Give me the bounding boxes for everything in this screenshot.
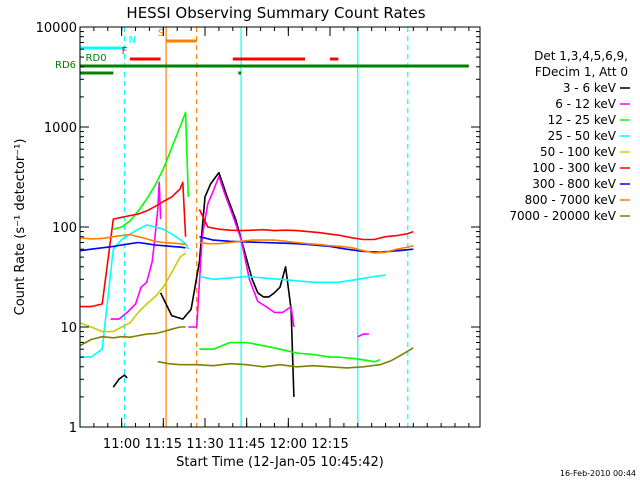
series-line-7-seg-1	[199, 239, 414, 254]
legend-label-4: 50 - 100 keV	[540, 145, 617, 159]
y-tick-label: 10000	[36, 21, 77, 36]
series-line-8-seg-0	[79, 326, 186, 347]
x-tick-label: 12:00	[270, 437, 307, 452]
y-axis-ticks: 1 10 100 1000 10000	[36, 21, 480, 436]
y-axis-label: Count Rate (s⁻¹ detector⁻¹)	[13, 139, 28, 316]
x-tick-label: 11:45	[228, 437, 265, 452]
series-line-5-seg-1	[198, 209, 414, 241]
legend-header-line-1: Det 1,3,4,5,6,9,	[534, 49, 628, 63]
x-tick-label: 11:00	[103, 437, 140, 452]
series-line-0-seg-0	[112, 374, 128, 388]
series-line-4-seg-0	[79, 252, 187, 333]
y-tick-label: 100	[52, 221, 77, 236]
series-line-7-seg-0	[79, 233, 186, 246]
state-label-rd6: RD6	[55, 60, 76, 71]
state-bars: N S F RD0 RD6	[55, 28, 469, 75]
series-line-2-seg-1	[199, 341, 381, 363]
series-lines	[79, 111, 414, 397]
series-line-1-seg-0	[110, 181, 162, 320]
x-tick-label: 11:15	[145, 437, 182, 452]
y-tick-label: 10	[60, 321, 77, 336]
chart-title: HESSI Observing Summary Count Rates	[126, 4, 425, 22]
y-tick-label: 1	[69, 421, 77, 436]
legend-label-8: 7000 - 20000 keV	[509, 209, 616, 223]
state-label-s: S	[158, 28, 164, 39]
state-label-rd0: RD0	[86, 53, 107, 64]
x-tick-label: 11:30	[186, 437, 223, 452]
legend: Det 1,3,4,5,6,9, FDecim 1, Att 0 3 - 6 k…	[509, 49, 630, 223]
legend-label-6: 300 - 800 keV	[532, 177, 616, 191]
series-line-2-seg-0	[113, 111, 190, 230]
legend-label-1: 6 - 12 keV	[555, 97, 617, 111]
legend-label-7: 800 - 7000 keV	[525, 193, 617, 207]
legend-label-3: 25 - 50 keV	[548, 129, 617, 143]
series-line-3-seg-0	[80, 224, 190, 358]
series-line-3-seg-1	[199, 274, 386, 284]
legend-label-2: 12 - 25 keV	[548, 113, 617, 127]
legend-label-5: 100 - 300 keV	[532, 161, 616, 175]
legend-label-0: 3 - 6 keV	[563, 81, 617, 95]
x-axis-label: Start Time (12-Jan-05 10:45:42)	[176, 455, 384, 470]
series-line-6-seg-0	[79, 241, 186, 252]
series-line-5-seg-0	[80, 181, 187, 308]
series-line-8-seg-1	[157, 347, 414, 369]
series-line-1-seg-2	[357, 333, 369, 338]
x-axis-ticks: 11:00 11:15 11:30 11:45 12:00 12:15	[93, 27, 470, 452]
x-tick-label: 12:15	[311, 437, 348, 452]
footer-date: 16-Feb-2010 00:44	[560, 469, 636, 478]
state-label-n: N	[129, 35, 136, 46]
state-label-f: F	[122, 46, 128, 57]
legend-header-line-2: FDecim 1, Att 0	[535, 65, 628, 79]
y-tick-label: 1000	[44, 121, 77, 136]
